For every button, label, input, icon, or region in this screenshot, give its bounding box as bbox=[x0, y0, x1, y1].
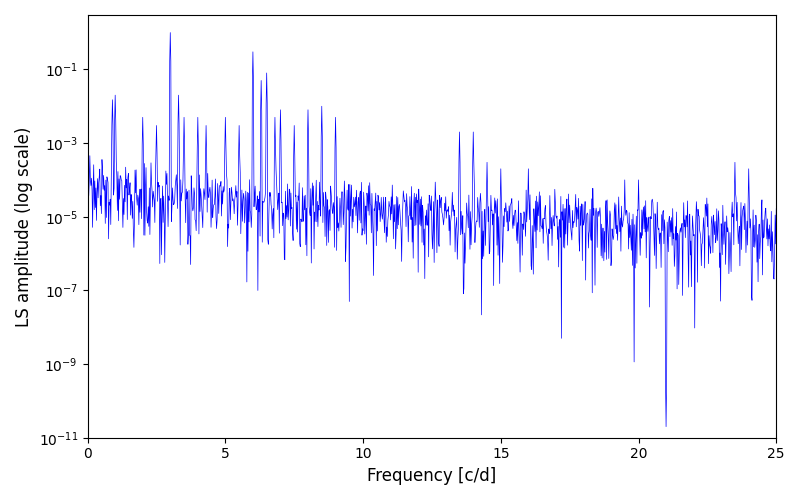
X-axis label: Frequency [c/d]: Frequency [c/d] bbox=[367, 467, 497, 485]
Y-axis label: LS amplitude (log scale): LS amplitude (log scale) bbox=[15, 126, 33, 326]
